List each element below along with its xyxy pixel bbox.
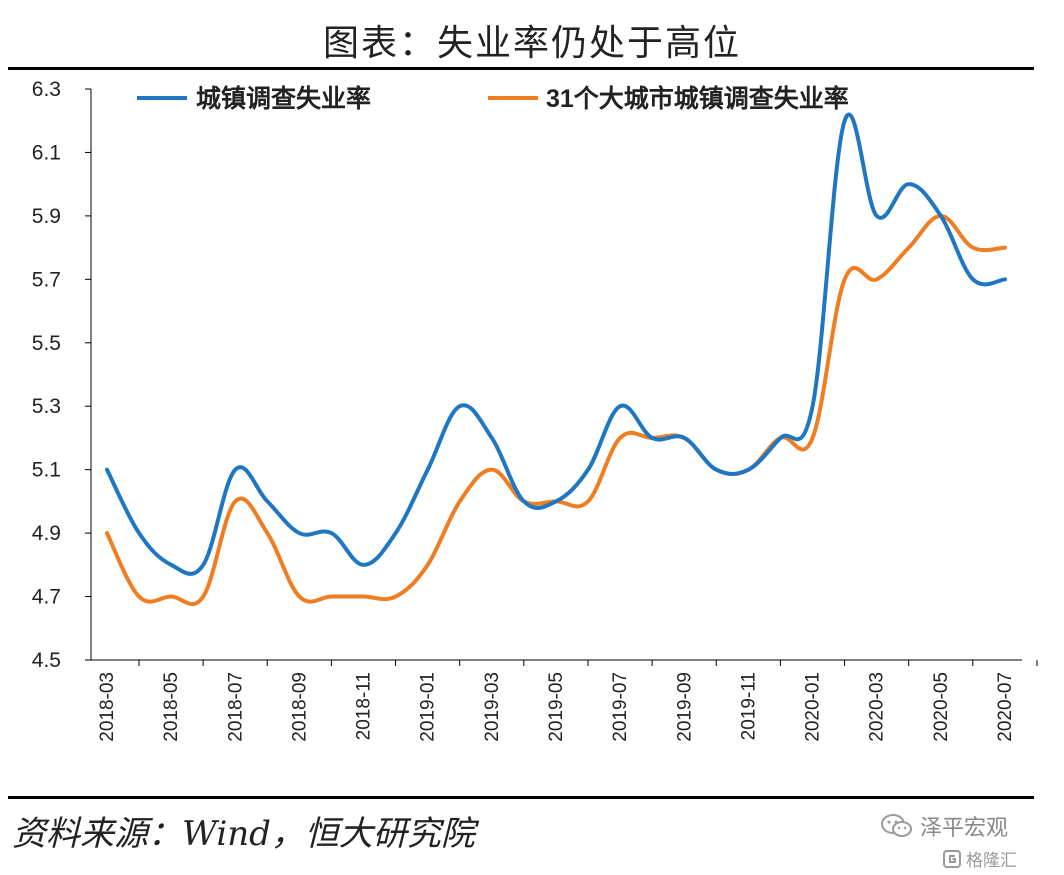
y-tick-label: 6.1 [32,141,61,164]
x-axis: 2018-03 2018-05 2018-07 2018-09 2018-11 2019-… [91,659,1038,742]
y-axis: 4.5 4.7 4.9 5.1 5.3 5.5 5.7 5.9 6.1 6.3 [32,78,92,672]
top-rule [8,67,1034,70]
x-tick-label: 2018-03 [97,672,118,742]
x-tick-label: 2018-09 [289,672,310,742]
y-tick-label: 5.7 [32,268,61,291]
chart-title: 图表：失业率仍处于高位 [322,23,741,64]
watermark-bottom-text: 格隆汇 [966,851,1017,871]
x-tick-label: 2018-07 [225,672,246,742]
wechat-icon [880,813,914,839]
line-chart: 4.54.74.95.15.35.55.75.96.16.3 2018-03 20… [32,78,1038,742]
watermark-top-text: 泽平宏观 [920,816,1009,841]
y-tick-label: 6.3 [32,78,61,101]
x-tick-label: 2018-11 [354,672,375,740]
x-tick-label: 2019-07 [610,672,631,742]
x-tick-label: 2018-05 [161,672,182,742]
gelonghui-logo-icon [942,849,962,869]
y-tick-label: 4.9 [32,522,61,545]
x-tick-label: 2019-11 [738,672,759,740]
x-tick-label: 2020-07 [995,672,1016,742]
x-tick-label: 2020-05 [931,672,952,742]
y-tick-label: 4.5 [32,649,61,672]
x-tick-label: 2019-05 [546,672,567,742]
y-tick-label: 4.7 [32,586,61,609]
x-tick-label: 2020-01 [803,672,824,742]
legend: 城镇调查失业率 31个大城市城镇调查失业率 [137,84,849,113]
x-tick-label: 2019-01 [418,672,439,742]
watermark: 泽平宏观 格隆汇 [880,810,1060,871]
source-note: 资料来源：Wind，恒大研究院 [12,814,475,854]
series-line-cities31 [105,213,1007,607]
y-tick-label: 5.9 [32,205,61,228]
y-tick-label: 5.3 [32,395,61,418]
y-tick-label: 5.5 [32,332,61,355]
series-line-national [105,112,1007,576]
legend-label: 31个大城市城镇调查失业率 [546,84,849,113]
watermark-row-bottom: 格隆汇 [942,846,1017,871]
watermark-row-top: 泽平宏观 [880,810,1008,842]
x-tick-label: 2019-03 [482,672,503,742]
y-tick-label: 5.1 [32,459,61,482]
x-tick-label: 2019-09 [674,672,695,742]
bottom-rule [8,796,1034,799]
legend-label: 城镇调查失业率 [196,84,371,113]
x-tick-label: 2020-03 [867,672,888,742]
series-lines [105,112,1007,607]
